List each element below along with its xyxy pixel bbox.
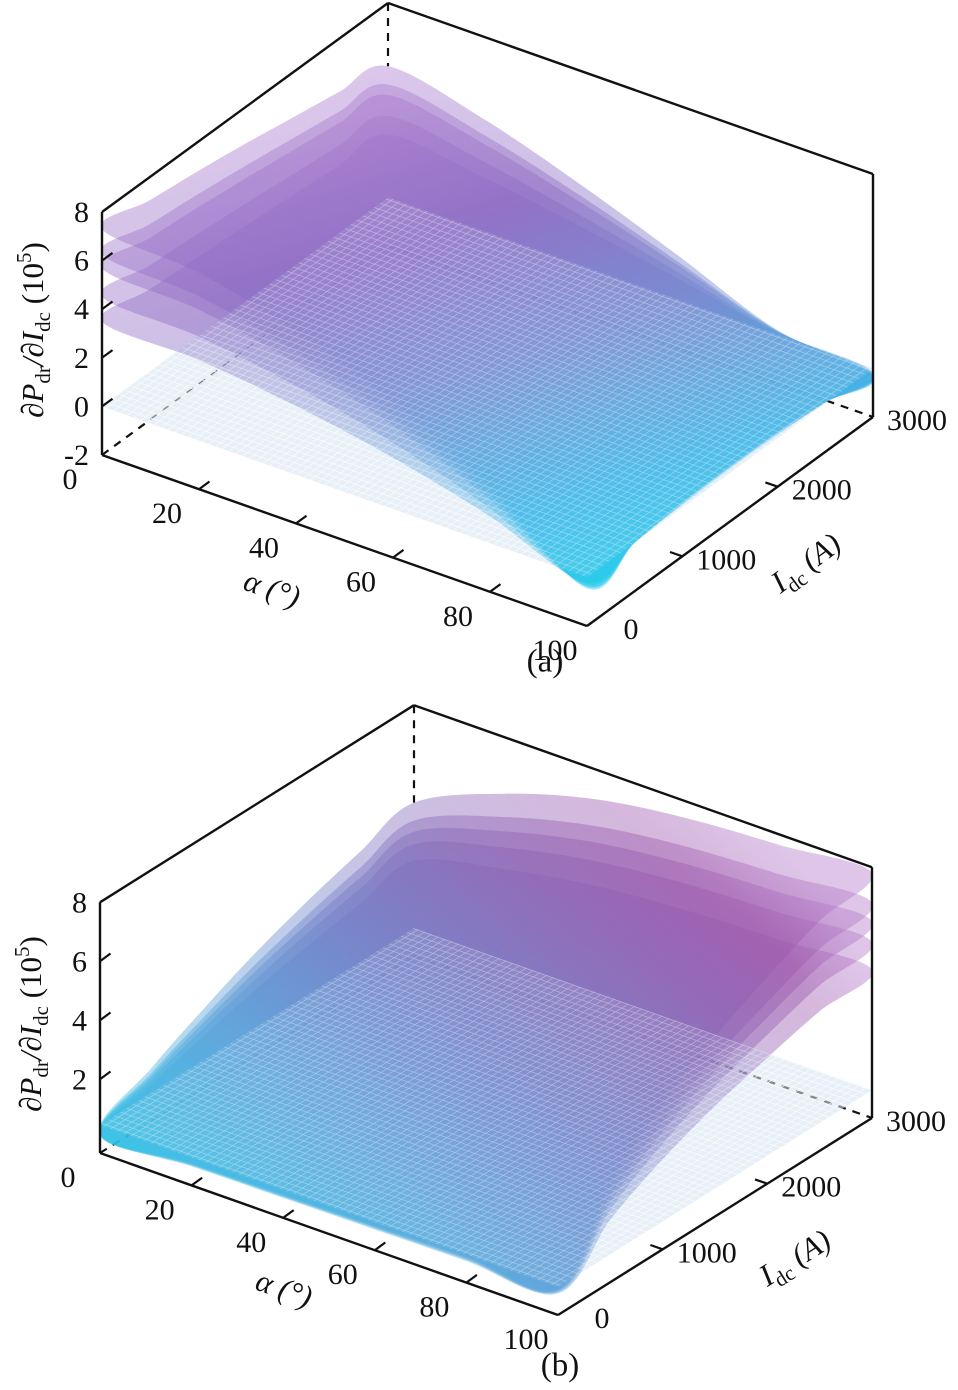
tick-mark xyxy=(465,1274,478,1284)
tick-label: 0 xyxy=(63,463,78,496)
tick-label: 6 xyxy=(72,945,87,978)
tick-mark xyxy=(669,550,683,558)
tick-label: 2000 xyxy=(781,1171,841,1204)
tick-label: 100 xyxy=(533,634,578,667)
tick-label: -2 xyxy=(64,439,89,472)
tick-label: 0 xyxy=(61,1161,76,1194)
threshold-plane-overlay-hatch xyxy=(102,197,873,578)
tick-label: 4 xyxy=(74,293,89,326)
tick-label: 1000 xyxy=(696,543,756,576)
tick-mark xyxy=(101,397,114,408)
tick-mark xyxy=(765,481,779,488)
tick-mark xyxy=(295,514,308,525)
tick-mark xyxy=(101,300,114,311)
tick-label: 20 xyxy=(152,497,182,530)
box-top-right-edge xyxy=(413,704,873,869)
z-label-var: ∂P xyxy=(15,383,50,418)
tick-label: 100 xyxy=(504,1323,549,1356)
threshold-plane-overlay-hatch xyxy=(100,928,872,1287)
tick-label: 2 xyxy=(72,1063,87,1096)
z-axis-label-a: ∂Pdr/∂Idc (105) xyxy=(12,242,55,418)
tick-mark xyxy=(650,1243,664,1251)
tick-label: 8 xyxy=(74,196,89,229)
box-top-right-edge xyxy=(387,1,874,176)
tick-mark xyxy=(190,1176,203,1187)
tick-label: 0 xyxy=(624,613,639,646)
idc-axis-line xyxy=(557,1116,873,1317)
box-top-left-edge xyxy=(99,704,415,904)
tick-mark xyxy=(392,549,405,559)
alpha-axis-line xyxy=(101,453,588,628)
tick-label: 20 xyxy=(145,1193,175,1226)
z-axis-label-b: ∂Pdr/∂Idc (105) xyxy=(10,936,53,1112)
box-top-left-edge xyxy=(101,2,389,213)
tick-mark xyxy=(99,1011,112,1022)
tick-label: 0 xyxy=(595,1302,610,1335)
tick-mark xyxy=(198,480,211,491)
idc-axis-line xyxy=(586,416,874,627)
tick-label: 2000 xyxy=(792,474,852,507)
panel-b-caption: (b) xyxy=(540,1347,580,1384)
tick-mark xyxy=(101,349,114,359)
alpha-axis-line xyxy=(99,1151,559,1317)
tick-label: 80 xyxy=(419,1291,449,1324)
tick-label: 40 xyxy=(236,1226,266,1259)
tick-mark xyxy=(99,1070,112,1081)
tick-mark xyxy=(374,1241,386,1252)
tick-mark xyxy=(101,252,114,262)
tick-label: 60 xyxy=(346,566,376,599)
tick-label: 0 xyxy=(74,390,89,423)
tick-label: 40 xyxy=(249,531,279,564)
tick-label: 2 xyxy=(74,342,89,375)
panel-a-caption: (a) xyxy=(526,643,564,680)
tick-label: 4 xyxy=(72,1004,87,1037)
tick-label: 3000 xyxy=(886,1105,946,1138)
tick-label: 80 xyxy=(443,600,473,633)
tick-label: 8 xyxy=(72,886,87,919)
tick-label: 60 xyxy=(328,1258,358,1291)
tick-label: 1000 xyxy=(677,1236,737,1269)
tick-mark xyxy=(99,952,112,963)
tick-mark xyxy=(489,583,502,593)
tick-label: 3000 xyxy=(887,404,947,437)
tick-mark xyxy=(754,1178,768,1185)
tick-label: 6 xyxy=(74,245,89,278)
tick-mark xyxy=(282,1209,295,1219)
